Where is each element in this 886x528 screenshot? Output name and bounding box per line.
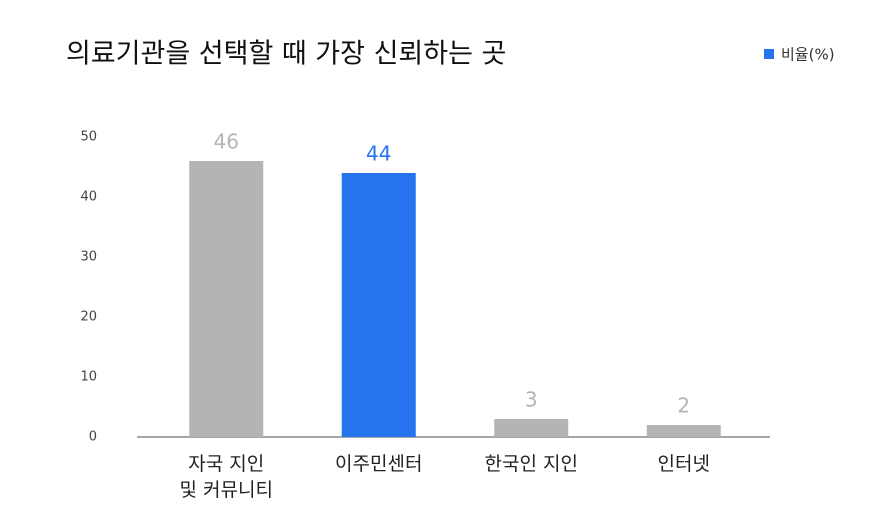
y-tick-label: 40 xyxy=(80,190,97,205)
bar xyxy=(646,425,721,437)
y-tick-label: 30 xyxy=(80,250,97,265)
chart-title: 의료기관을 선택할 때 가장 신뢰하는 곳 xyxy=(66,39,506,70)
x-tick-label: 이주민센터 xyxy=(335,453,423,475)
legend-label: 비율(%) xyxy=(781,46,835,64)
y-tick-label: 50 xyxy=(80,130,97,145)
x-tick-label: 한국인 지인 xyxy=(484,453,578,475)
y-tick-label: 0 xyxy=(89,430,97,445)
bar xyxy=(189,161,264,437)
value-label: 44 xyxy=(366,142,391,166)
bar xyxy=(341,173,416,437)
value-label: 3 xyxy=(525,388,538,412)
value-label: 2 xyxy=(677,394,690,418)
x-tick-label: 자국 지인 및 커뮤니티 xyxy=(179,453,273,501)
y-tick-label: 20 xyxy=(80,310,97,325)
y-tick-label: 10 xyxy=(80,370,97,385)
legend-swatch xyxy=(764,49,774,59)
value-label: 46 xyxy=(214,130,239,154)
bar xyxy=(494,419,569,437)
x-tick-label: 인터넷 xyxy=(657,453,710,475)
